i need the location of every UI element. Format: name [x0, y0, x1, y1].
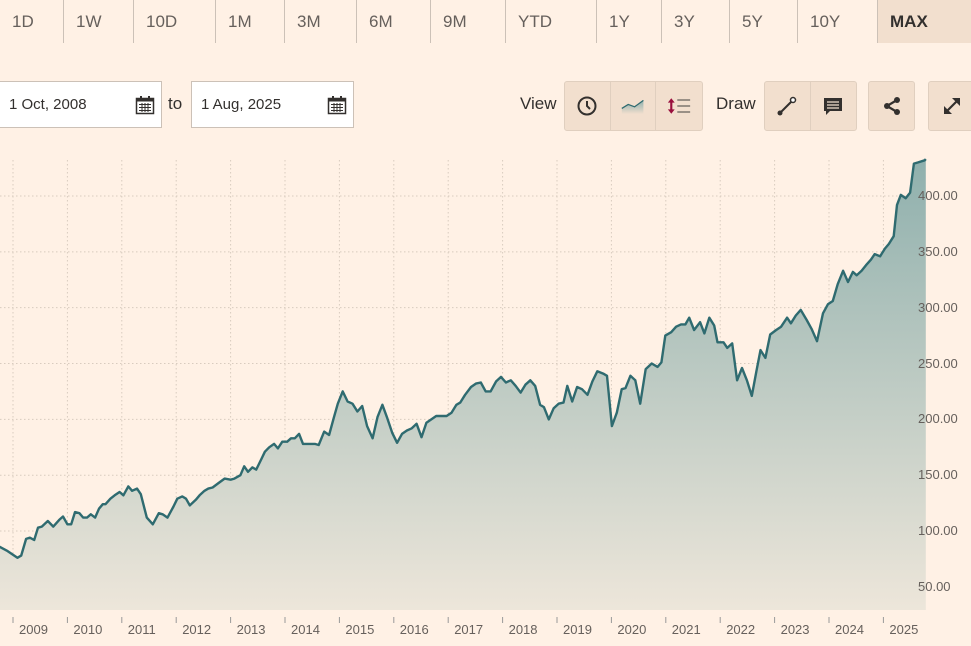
- to-date-value: 1 Aug, 2025: [201, 96, 282, 113]
- area-fill: [0, 159, 926, 610]
- from-date-input[interactable]: 1 Oct, 2008: [0, 81, 162, 128]
- range-tab-10y[interactable]: 10Y: [798, 0, 878, 43]
- price-line: [0, 158, 927, 559]
- x-tick-label: 2016: [399, 622, 429, 637]
- y-tick-label: 400.00: [918, 188, 958, 203]
- y-tick-label: 200.00: [918, 411, 958, 427]
- draw-line-button[interactable]: [765, 82, 811, 130]
- x-tick-label: 2014: [291, 622, 320, 637]
- calendar-icon[interactable]: [327, 95, 347, 115]
- range-tab-1m[interactable]: 1M: [216, 0, 285, 43]
- x-tick-label: 2021: [671, 622, 701, 637]
- vertical-scale-icon: [668, 98, 691, 114]
- to-date-input[interactable]: 1 Aug, 2025: [191, 81, 354, 128]
- x-tick-label: 2025: [889, 622, 919, 637]
- share-icon: [883, 97, 900, 115]
- annotation-button[interactable]: [811, 82, 857, 130]
- draw-line-icon: [777, 96, 797, 116]
- fullscreen-button-group: [928, 81, 971, 131]
- range-tab-1w[interactable]: 1W: [64, 0, 134, 43]
- range-tab-10d[interactable]: 10D: [134, 0, 216, 43]
- x-tick-label: 2023: [780, 622, 810, 637]
- range-tab-3m[interactable]: 3M: [285, 0, 357, 43]
- y-tick-label: 250.00: [918, 355, 958, 371]
- range-tab-1d[interactable]: 1D: [0, 0, 64, 43]
- draw-button-group: [764, 81, 857, 131]
- expand-icon: [944, 98, 960, 114]
- range-tab-9m[interactable]: 9M: [431, 0, 506, 43]
- range-tab-5y[interactable]: 5Y: [730, 0, 798, 43]
- x-tick-label: 2012: [182, 622, 212, 637]
- comment-icon: [824, 98, 843, 115]
- line-chart-icon: [621, 99, 644, 114]
- time-button[interactable]: [565, 82, 611, 130]
- y-tick-label: 300.00: [918, 299, 958, 315]
- range-tab-3y[interactable]: 3Y: [662, 0, 730, 43]
- view-label: View: [520, 94, 557, 113]
- y-tick-label: 350.00: [918, 243, 958, 259]
- x-tick-label: 2013: [236, 622, 266, 637]
- range-tab-max[interactable]: MAX: [878, 0, 971, 43]
- y-tick-label: 50.00: [918, 578, 951, 594]
- line-chart-button[interactable]: [611, 82, 657, 130]
- draw-label: Draw: [716, 94, 756, 113]
- x-tick-label: 2017: [454, 622, 484, 637]
- x-tick-label: 2024: [835, 622, 864, 637]
- view-button-group: [564, 81, 703, 131]
- from-date-value: 1 Oct, 2008: [9, 96, 87, 113]
- to-label: to: [168, 94, 183, 113]
- x-tick-label: 2019: [563, 622, 592, 637]
- fullscreen-button[interactable]: [929, 82, 971, 130]
- y-tick-label: 150.00: [918, 467, 958, 483]
- x-tick-label: 2010: [73, 622, 103, 637]
- y-tick-label: 100.00: [918, 523, 958, 539]
- x-tick-label: 2015: [345, 622, 375, 637]
- x-tick-label: 2011: [127, 622, 156, 637]
- range-tab-6m[interactable]: 6M: [357, 0, 431, 43]
- vertical-scale-button[interactable]: [656, 82, 702, 130]
- x-tick-label: 2020: [617, 622, 647, 637]
- clock-icon: [577, 96, 597, 116]
- range-tab-1y[interactable]: 1Y: [597, 0, 662, 43]
- x-tick-label: 2022: [726, 622, 756, 637]
- x-tick-label: 2009: [19, 622, 48, 637]
- share-button-group: [868, 81, 915, 131]
- price-chart[interactable]: [0, 150, 971, 646]
- x-tick-label: 2018: [508, 622, 538, 637]
- range-tab-ytd[interactable]: YTD: [506, 0, 597, 43]
- calendar-icon[interactable]: [135, 95, 155, 115]
- share-button[interactable]: [869, 82, 914, 130]
- range-tabs: 1D 1W 10D 1M 3M 6M 9M YTD 1Y 3Y 5Y 10Y MAX: [0, 0, 971, 43]
